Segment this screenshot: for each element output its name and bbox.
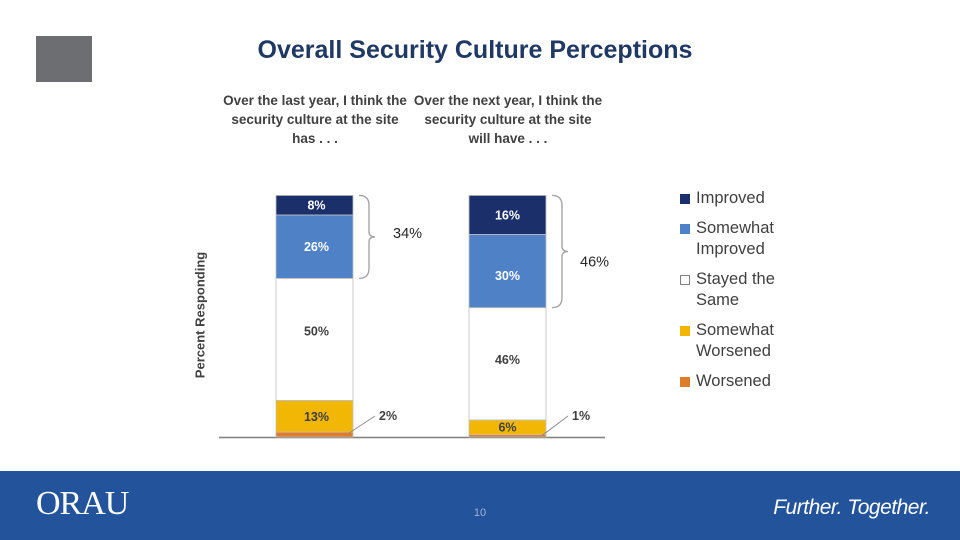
legend-item-worsened: Worsened [680, 371, 830, 392]
legend-swatch-somewhat-improved [680, 224, 690, 234]
category-caption-next-year: Over the next year, I think the security… [413, 93, 603, 146]
bar-segment-stayed-the-same-1 [468, 307, 547, 421]
bar-segment-somewhat-improved-0 [275, 214, 354, 279]
data-label-somewhat-worsened-0: 13% [304, 410, 329, 424]
bar-segment-improved-1 [468, 195, 547, 235]
legend-label-line2: Same [696, 291, 740, 309]
slide-title: Overall Security Culture Perceptions [257, 36, 693, 64]
legend-label-line2: Worsened [696, 342, 771, 360]
legend-item-somewhat-improved: Somewhat Improved [680, 218, 830, 260]
legend-label: Stayed the [696, 270, 775, 288]
bar-segment-stayed-the-same-0 [275, 277, 354, 401]
legend-item-improved: Improved [680, 188, 830, 209]
bar-segment-somewhat-worsened-0 [275, 399, 354, 433]
legend-swatch-worsened [680, 377, 690, 387]
legend-label: Improved [696, 189, 765, 207]
legend-label: Somewhat [696, 321, 774, 339]
orau-logo: ORAU [36, 485, 129, 522]
bar-segment-improved-0 [275, 195, 354, 216]
legend-label: Somewhat [696, 219, 774, 237]
data-label-somewhat-worsened-1: 6% [498, 421, 516, 435]
data-label-somewhat-improved-1: 30% [495, 269, 520, 283]
bar-segment-somewhat-improved-1 [468, 234, 547, 309]
footer-bar: ORAU 10 Further. Together. [0, 471, 960, 540]
corner-accent-square [36, 36, 92, 82]
bracket-0 [358, 194, 376, 280]
legend-item-somewhat-worsened: Somewhat Worsened [680, 320, 830, 362]
data-label-improved-0: 8% [307, 199, 325, 213]
legend-label: Worsened [696, 372, 771, 390]
annotation-improved-total-1: 46% [580, 255, 609, 271]
category-caption-last-year: Over the last year, I think the security… [223, 93, 407, 146]
chart-legend: Improved Somewhat Improved Stayed the Sa… [680, 188, 830, 401]
data-label-stayed-the-same-1: 46% [495, 353, 520, 367]
data-label-worsened-0: 2% [379, 409, 397, 423]
bracket-1 [551, 194, 569, 309]
footer-tagline: Further. Together. [773, 496, 930, 519]
legend-label-line2: Improved [696, 240, 765, 258]
legend-item-stayed-the-same: Stayed the Same [680, 269, 830, 311]
data-label-improved-1: 16% [495, 208, 520, 222]
annotation-improved-total-0: 34% [393, 226, 422, 242]
data-label-somewhat-improved-0: 26% [304, 240, 329, 254]
data-label-worsened-1: 1% [572, 409, 590, 423]
legend-swatch-stayed-the-same [680, 275, 690, 285]
data-label-leader-0 [348, 415, 376, 434]
data-label-stayed-the-same-0: 50% [304, 324, 329, 338]
bar-segment-worsened-0 [275, 431, 354, 438]
data-label-leader-1 [541, 415, 569, 436]
legend-swatch-somewhat-worsened [680, 326, 690, 336]
legend-swatch-improved [680, 194, 690, 204]
page-number: 10 [473, 507, 487, 519]
